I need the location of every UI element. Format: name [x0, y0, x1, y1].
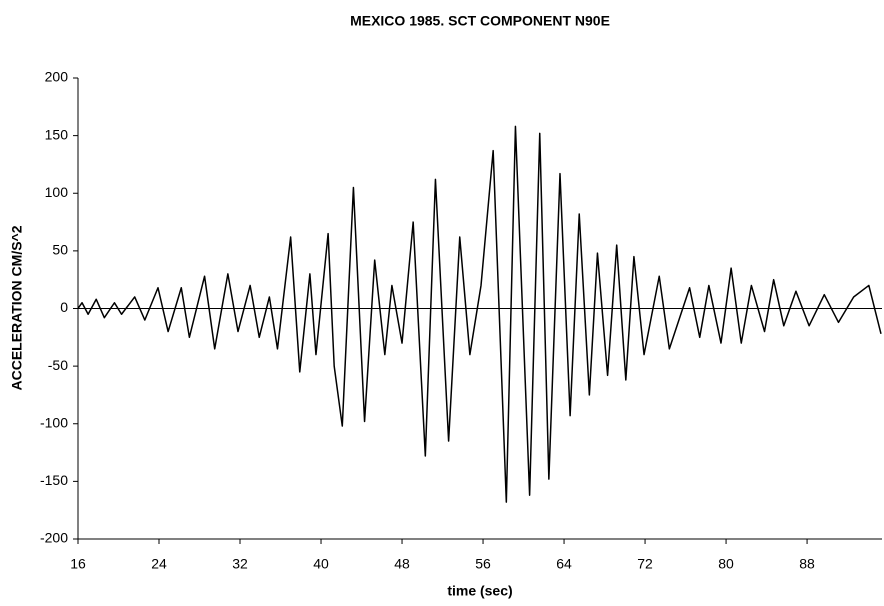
- x-tick-label: 32: [232, 556, 248, 572]
- x-tick-label: 16: [70, 556, 86, 572]
- chart-title: MEXICO 1985. SCT COMPONENT N90E: [350, 13, 610, 29]
- x-tick-label: 80: [718, 556, 734, 572]
- y-tick-label: -50: [48, 357, 68, 373]
- y-tick-label: 200: [45, 69, 69, 85]
- y-tick-label: -200: [40, 530, 68, 546]
- y-tick-label: -100: [40, 414, 68, 430]
- y-tick-label: 100: [45, 184, 69, 200]
- x-tick-label: 40: [313, 556, 329, 572]
- x-axis-label: time (sec): [447, 583, 512, 599]
- x-tick-label: 24: [151, 556, 167, 572]
- x-tick-label: 64: [556, 556, 572, 572]
- x-tick-label: 88: [799, 556, 815, 572]
- y-tick-label: 50: [52, 242, 68, 258]
- signal-line: [77, 125, 882, 503]
- y-tick-label: 0: [60, 299, 68, 315]
- y-tick-label: 150: [45, 126, 69, 142]
- x-tick-label: 72: [637, 556, 653, 572]
- x-tick-label: 48: [394, 556, 410, 572]
- y-tick-label: -150: [40, 472, 68, 488]
- x-tick-label: 56: [475, 556, 491, 572]
- y-axis-label: ACCELERATION CM/S^2: [9, 225, 25, 390]
